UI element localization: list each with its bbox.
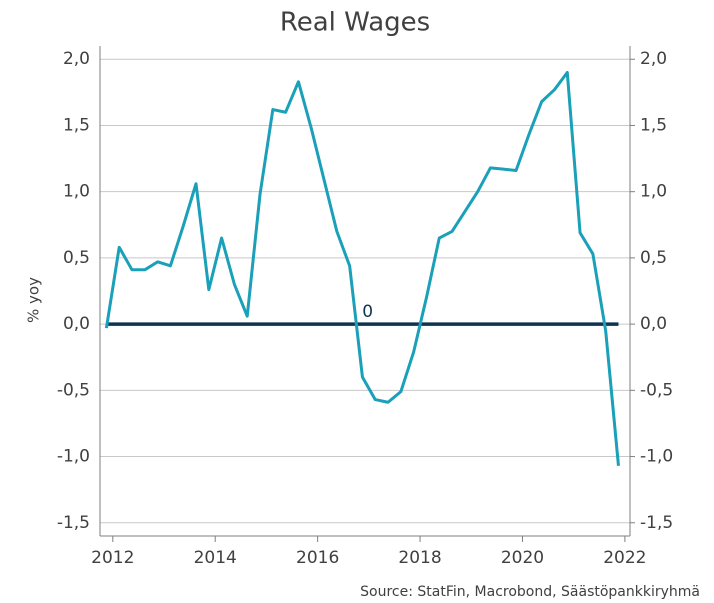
chart-title: Real Wages xyxy=(280,8,430,38)
reference-line-label: 0 xyxy=(362,302,373,322)
y2-tick-label: -1,5 xyxy=(640,513,673,533)
y2-tick-label: -1,0 xyxy=(640,447,673,467)
y2-tick-label: 1,5 xyxy=(640,115,667,135)
y2-tick-label: 1,0 xyxy=(640,182,667,202)
x-tick-label: 2012 xyxy=(91,548,134,568)
y-tick-label: -1,0 xyxy=(57,447,90,467)
y2-tick-label: 0,0 xyxy=(640,314,667,334)
y-tick-label: -1,5 xyxy=(57,513,90,533)
y-tick-label: 1,5 xyxy=(63,115,90,135)
y-tick-label: 1,0 xyxy=(63,182,90,202)
y-tick-label: -0,5 xyxy=(57,380,90,400)
x-tick-label: 2018 xyxy=(398,548,441,568)
x-tick-label: 2020 xyxy=(501,548,544,568)
y-tick-label: 2,0 xyxy=(63,49,90,69)
data-line xyxy=(104,70,620,466)
y-axis-label: % yoy xyxy=(25,277,43,323)
x-tick-label: 2014 xyxy=(194,548,237,568)
y2-tick-label: 2,0 xyxy=(640,49,667,69)
y2-tick-label: -0,5 xyxy=(640,380,673,400)
y-tick-label: 0,5 xyxy=(63,248,90,268)
x-tick-label: 2016 xyxy=(296,548,339,568)
y2-tick-label: 0,5 xyxy=(640,248,667,268)
source-note: Source: StatFin, Macrobond, Säästöpankki… xyxy=(360,584,700,600)
y-tick-label: 0,0 xyxy=(63,314,90,334)
x-tick-label: 2022 xyxy=(603,548,646,568)
